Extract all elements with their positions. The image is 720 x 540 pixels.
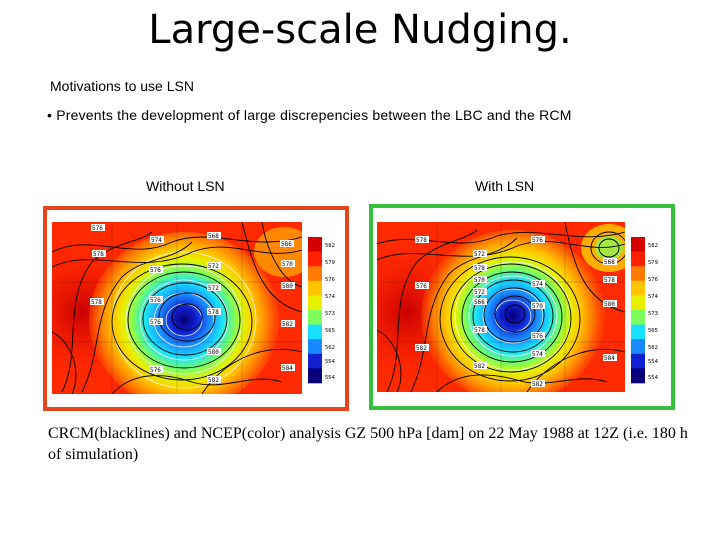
- contour-label: 582: [474, 363, 485, 370]
- contour-label: 578: [91, 299, 102, 306]
- colorbar-tick: 562: [325, 345, 335, 351]
- colorbar-swatch: [631, 266, 645, 282]
- contour-label: 572: [474, 251, 485, 258]
- with-lsn-frame: [369, 204, 675, 410]
- colorbar-swatch: [631, 280, 645, 296]
- without-lsn-colorbar: 582 579 576 574 573 565 562 554 554: [308, 237, 336, 384]
- colorbar-swatch: [631, 251, 645, 267]
- colorbar-tick: 573: [325, 311, 335, 317]
- colorbar-tick: 554: [325, 375, 336, 381]
- colorbar-tick: 554: [648, 375, 659, 381]
- colorbar-tick: 576: [325, 277, 335, 283]
- contour-label: 576: [532, 237, 543, 244]
- contour-label: 578: [93, 251, 104, 258]
- without-lsn-frame: [43, 206, 349, 411]
- colorbar-swatch: [631, 295, 645, 311]
- colorbar-swatch: [308, 310, 322, 325]
- contour-label: 570: [532, 303, 543, 310]
- contour-label: 582: [532, 381, 543, 388]
- colorbar-swatch: [308, 251, 322, 267]
- contour-label: 576: [92, 225, 103, 232]
- contour-label: 576: [150, 319, 161, 326]
- panel-label-with-lsn: With LSN: [475, 178, 535, 194]
- contour-label: 574: [532, 281, 543, 288]
- contour-label: 578: [474, 265, 485, 272]
- contour-label: 570: [474, 277, 485, 284]
- colorbar-swatch: [308, 368, 322, 384]
- contour-label: 574: [151, 237, 162, 244]
- contour-label: 586: [281, 241, 292, 248]
- contour-label: 582: [282, 321, 293, 328]
- colorbar-tick: 574: [325, 294, 336, 300]
- with-lsn-map: 578 576 572 578 570 574 568 576 578 572 …: [377, 222, 625, 392]
- colorbar-tick: 554: [325, 359, 336, 365]
- contour-label: 578: [474, 327, 485, 334]
- contour-label: 584: [282, 365, 293, 372]
- colorbar-swatch: [308, 324, 322, 340]
- contour-label: 572: [208, 285, 219, 292]
- contour-label: 578: [416, 237, 427, 244]
- bullet-point: • Prevents the development of large disc…: [47, 107, 572, 123]
- colorbar-swatch: [308, 339, 322, 355]
- colorbar-tick: 579: [325, 260, 335, 266]
- colorbar-tick: 576: [648, 277, 658, 283]
- contour-label: 570: [282, 261, 293, 268]
- figure-caption: CRCM(blacklines) and NCEP(color) analysi…: [48, 425, 688, 463]
- colorbar-swatch: [631, 324, 645, 340]
- contour-label: 572: [474, 289, 485, 296]
- colorbar-swatch: [308, 280, 322, 296]
- contour-label: 574: [532, 351, 543, 358]
- contour-label: 568: [208, 233, 219, 240]
- motivation-heading: Motivations to use LSN: [50, 78, 194, 94]
- panel-label-without-lsn: Without LSN: [146, 178, 225, 194]
- colorbar-swatch: [308, 237, 322, 252]
- contour-label: 580: [282, 283, 293, 290]
- contour-label: 582: [416, 345, 427, 352]
- contour-label: 566: [474, 299, 485, 306]
- colorbar-swatch: [308, 353, 322, 369]
- slide-title: Large-scale Nudging.: [148, 7, 572, 53]
- without-lsn-map: 576 578 574 568 586 572 576 570 572 580 …: [52, 222, 302, 394]
- colorbar-tick: 562: [648, 345, 658, 351]
- colorbar-tick: 573: [648, 311, 658, 317]
- contour-label: 584: [604, 355, 615, 362]
- colorbar-swatch: [631, 310, 645, 325]
- colorbar-swatch: [308, 266, 322, 282]
- contour-label: 576: [150, 367, 161, 374]
- contour-label: 572: [208, 263, 219, 270]
- colorbar-tick: 574: [648, 294, 659, 300]
- colorbar-tick: 554: [648, 359, 659, 365]
- contour-label: 576: [150, 267, 161, 274]
- colorbar-tick: 565: [648, 328, 658, 334]
- contour-label: 576: [150, 297, 161, 304]
- colorbar-tick: 565: [325, 328, 335, 334]
- colorbar-swatch: [308, 295, 322, 311]
- colorbar-swatch: [631, 368, 645, 384]
- contour-label: 580: [208, 349, 219, 356]
- colorbar-tick: 582: [325, 243, 335, 249]
- colorbar-tick: 582: [648, 243, 658, 249]
- contour-label: 576: [416, 283, 427, 290]
- contour-label: 580: [604, 301, 615, 308]
- contour-label: 576: [532, 333, 543, 340]
- colorbar-tick: 579: [648, 260, 658, 266]
- contour-label: 582: [208, 377, 219, 384]
- colorbar-swatch: [631, 237, 645, 252]
- with-lsn-colorbar: 582 579 576 574 573 565 562 554 554: [631, 237, 659, 384]
- contour-label: 568: [604, 259, 615, 266]
- colorbar-swatch: [631, 339, 645, 355]
- colorbar-swatch: [631, 353, 645, 369]
- contour-label: 578: [208, 309, 219, 316]
- contour-label: 578: [604, 277, 615, 284]
